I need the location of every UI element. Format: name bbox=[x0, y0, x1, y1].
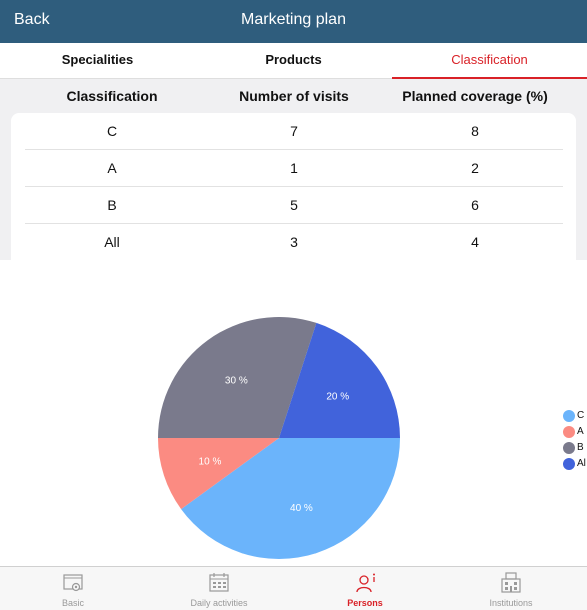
cell-coverage: 4 bbox=[471, 234, 479, 250]
legend-label: Al bbox=[577, 458, 586, 469]
legend-swatch bbox=[563, 410, 575, 422]
legend-swatch bbox=[563, 426, 575, 438]
pie-slice-a bbox=[158, 438, 279, 510]
building-icon bbox=[501, 572, 521, 593]
table-row[interactable]: C 7 8 bbox=[25, 113, 563, 150]
table-row[interactable]: A 1 2 bbox=[25, 150, 563, 187]
pie-data-label: 10 % bbox=[199, 456, 222, 467]
cell-coverage: 2 bbox=[471, 160, 479, 176]
bottom-tab-bar: Basic Daily activities Persons Inst bbox=[0, 566, 587, 610]
legend-label: C bbox=[577, 410, 585, 421]
tabbar-label: Daily activities bbox=[190, 598, 248, 608]
legend-label: A bbox=[577, 426, 584, 437]
table-card: C 7 8 A 1 2 B 5 6 All 3 4 bbox=[11, 113, 576, 260]
navigation-bar: Back Marketing plan bbox=[0, 0, 587, 43]
tabbar-item-institutions[interactable]: Institutions bbox=[438, 567, 584, 610]
calendar-icon bbox=[209, 573, 229, 592]
pie-data-label: 20 % bbox=[326, 391, 349, 402]
column-header-visits: Number of visits bbox=[239, 88, 349, 104]
tabbar-item-daily-activities[interactable]: Daily activities bbox=[146, 567, 292, 610]
cell-coverage: 6 bbox=[471, 197, 479, 213]
table-row[interactable]: B 5 6 bbox=[25, 187, 563, 224]
back-button[interactable]: Back bbox=[14, 11, 50, 28]
tab-specialities[interactable]: Specialities bbox=[61, 52, 134, 67]
cell-visits: 1 bbox=[290, 160, 298, 176]
legend-label: B bbox=[577, 442, 584, 453]
settings-window-icon bbox=[63, 574, 83, 592]
tabbar-label: Institutions bbox=[489, 598, 533, 608]
legend-swatch bbox=[563, 458, 575, 470]
tab-classification[interactable]: Classification bbox=[392, 43, 587, 79]
cell-visits: 3 bbox=[290, 234, 298, 250]
cell-classification: B bbox=[107, 197, 117, 213]
cell-classification: A bbox=[107, 160, 117, 176]
tab-products[interactable]: Products bbox=[265, 52, 322, 67]
table-row[interactable]: All 3 4 bbox=[25, 224, 563, 261]
tabbar-item-persons[interactable]: Persons bbox=[292, 567, 438, 610]
cell-coverage: 8 bbox=[471, 123, 479, 139]
pie-chart: 40 % 10 % 30 % 20 % bbox=[158, 317, 400, 559]
legend-swatch bbox=[563, 442, 575, 454]
pie-slice-c bbox=[181, 438, 400, 559]
tabbar-label: Basic bbox=[61, 598, 84, 608]
column-header-coverage: Planned coverage (%) bbox=[402, 88, 548, 104]
cell-visits: 5 bbox=[290, 197, 298, 213]
pie-data-label: 40 % bbox=[290, 503, 313, 514]
pie-slice-b bbox=[158, 317, 317, 438]
person-info-icon bbox=[356, 573, 375, 593]
tabbar-item-basic[interactable]: Basic bbox=[0, 567, 146, 610]
pie-slice-all bbox=[279, 322, 400, 438]
chart-area: 40 % 10 % 30 % 20 % bbox=[0, 260, 587, 566]
column-header-classification: Classification bbox=[66, 88, 158, 104]
tabbar-label: Persons bbox=[347, 598, 383, 608]
pie-data-label: 30 % bbox=[225, 375, 248, 386]
cell-visits: 7 bbox=[290, 123, 298, 139]
tab-strip: Specialities Products Classification bbox=[0, 43, 587, 79]
page-title: Marketing plan bbox=[241, 11, 346, 28]
cell-classification: C bbox=[106, 123, 118, 139]
cell-classification: All bbox=[104, 234, 120, 250]
